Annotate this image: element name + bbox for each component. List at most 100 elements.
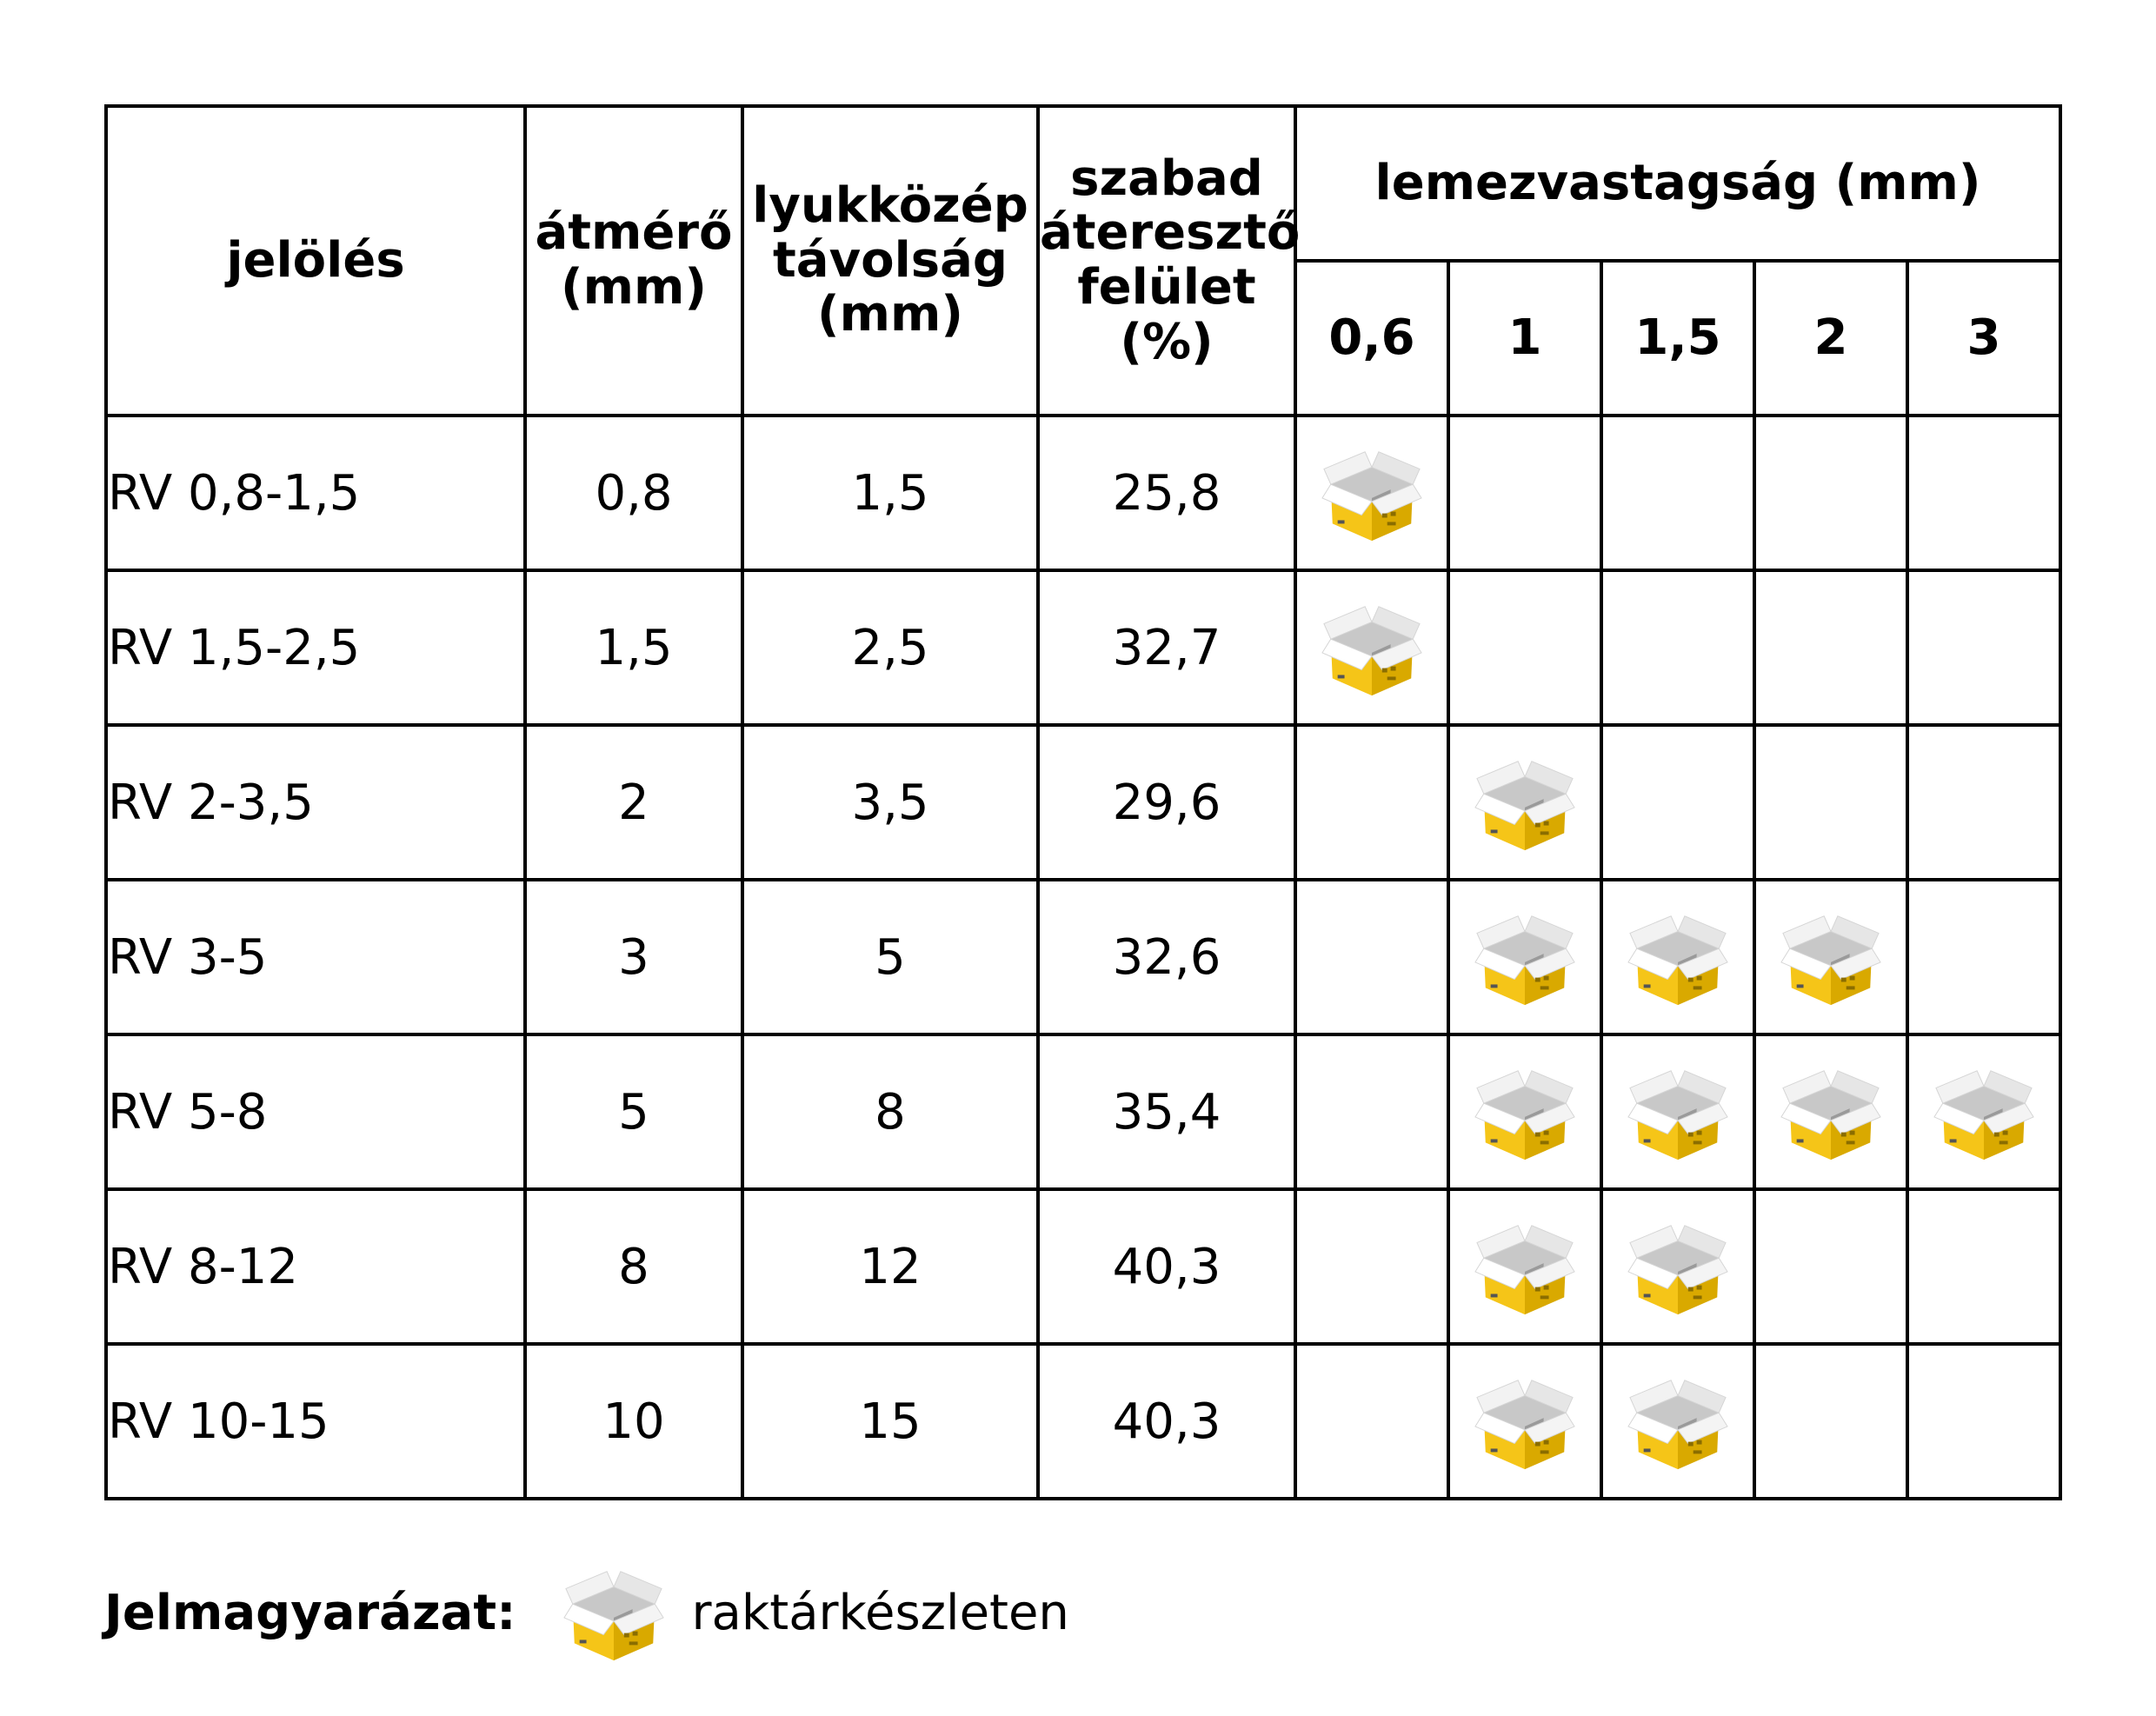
stock-cell: [1753, 878, 1909, 1036]
row-designation: RV 3-5: [104, 878, 527, 1036]
header-thickness-2: 2: [1753, 259, 1909, 417]
open-box-icon: [1627, 1380, 1728, 1470]
row-open-area: 29,6: [1036, 723, 1297, 881]
row-pitch: 2,5: [741, 569, 1040, 727]
stock-cell: [1294, 1187, 1450, 1346]
open-box-icon: [1627, 1070, 1728, 1161]
row-designation: RV 2-3,5: [104, 723, 527, 881]
stock-cell: [1294, 1033, 1450, 1191]
stock-cell: [1905, 878, 2063, 1036]
row-pitch: 12: [741, 1187, 1040, 1346]
row-designation: RV 8-12: [104, 1187, 527, 1346]
row-diameter: 2: [523, 723, 744, 881]
stock-cell: [1447, 723, 1603, 881]
header-open-area: szabad áteresztő felület (%): [1036, 104, 1300, 417]
table-row: RV 10-15 10 15 40,3: [104, 1342, 2063, 1500]
table-row: RV 1,5-2,5 1,5 2,5 32,7: [104, 569, 2063, 727]
header-thickness-1: 1: [1447, 259, 1603, 417]
row-diameter: 10: [523, 1342, 744, 1500]
stock-cell: [1905, 723, 2063, 881]
table-body: RV 0,8-1,5 0,8 1,5 25,8 RV 1,5-2,5 1,5 2,5 32,7…: [104, 414, 2063, 1500]
stock-cell: [1753, 1342, 1909, 1500]
open-box-icon: [1933, 1070, 2034, 1161]
row-designation: RV 0,8-1,5: [104, 414, 527, 572]
open-box-icon: [1627, 1225, 1728, 1315]
stock-cell: [1294, 414, 1450, 572]
stock-cell: [1600, 723, 1756, 881]
open-box-icon: [1321, 451, 1422, 542]
stock-cell: [1294, 1342, 1450, 1500]
stock-cell: [1600, 1342, 1756, 1500]
legend: Jelmagyarázat: raktárkészleten: [104, 1556, 1069, 1669]
open-box-icon: [1474, 1380, 1575, 1470]
stock-cell: [1447, 1187, 1603, 1346]
open-box-icon: [1627, 915, 1728, 1006]
stock-cell: [1905, 414, 2063, 572]
open-box-icon: [563, 1571, 665, 1661]
row-open-area: 32,6: [1036, 878, 1297, 1036]
stock-cell: [1600, 414, 1756, 572]
stock-cell: [1294, 723, 1450, 881]
row-diameter: 1,5: [523, 569, 744, 727]
row-diameter: 5: [523, 1033, 744, 1191]
row-open-area: 35,4: [1036, 1033, 1297, 1191]
table-row: RV 5-8 5 8 35,4: [104, 1033, 2063, 1191]
row-designation: RV 5-8: [104, 1033, 527, 1191]
row-pitch: 3,5: [741, 723, 1040, 881]
stock-cell: [1600, 1187, 1756, 1346]
row-open-area: 32,7: [1036, 569, 1297, 727]
stock-cell: [1753, 1187, 1909, 1346]
row-open-area: 40,3: [1036, 1342, 1297, 1500]
header-thickness-group: lemezvastagság (mm): [1293, 104, 2063, 263]
header-designation: jelölés: [104, 104, 527, 417]
stock-cell: [1447, 1342, 1603, 1500]
stock-cell: [1905, 569, 2063, 727]
stock-cell: [1600, 1033, 1756, 1191]
stock-cell: [1294, 878, 1450, 1036]
stock-cell: [1447, 1033, 1603, 1191]
stock-cell: [1753, 1033, 1909, 1191]
open-box-icon: [1780, 1070, 1881, 1161]
stock-cell: [1753, 723, 1909, 881]
row-open-area: 25,8: [1036, 414, 1297, 572]
legend-title: Jelmagyarázat:: [104, 1584, 516, 1641]
row-open-area: 40,3: [1036, 1187, 1297, 1346]
stock-cell: [1447, 569, 1603, 727]
table-row: RV 2-3,5 2 3,5 29,6: [104, 723, 2063, 881]
row-diameter: 8: [523, 1187, 744, 1346]
stock-cell: [1753, 414, 1909, 572]
row-pitch: 1,5: [741, 414, 1040, 572]
header-thickness-0-6: 0,6: [1294, 259, 1450, 417]
table-row: RV 3-5 3 5 32,6: [104, 878, 2063, 1036]
table-row: RV 8-12 8 12 40,3: [104, 1187, 2063, 1346]
stock-cell: [1600, 569, 1756, 727]
row-diameter: 0,8: [523, 414, 744, 572]
row-designation: RV 1,5-2,5: [104, 569, 527, 727]
row-pitch: 8: [741, 1033, 1040, 1191]
stock-cell: [1905, 1187, 2063, 1346]
row-designation: RV 10-15: [104, 1342, 527, 1500]
stock-cell: [1905, 1342, 2063, 1500]
open-box-icon: [1321, 606, 1422, 696]
header-diameter: átmérő (mm): [523, 104, 744, 417]
stock-cell: [1753, 569, 1909, 727]
header-thickness-1-5: 1,5: [1600, 259, 1756, 417]
header-thickness-3: 3: [1905, 259, 2063, 417]
stock-cell: [1294, 569, 1450, 727]
perforated-sheet-table: jelölés átmérő (mm) lyukközép távolság (…: [104, 104, 2063, 1500]
header-pitch: lyukközép távolság (mm): [741, 104, 1040, 417]
open-box-icon: [1474, 1225, 1575, 1315]
row-pitch: 5: [741, 878, 1040, 1036]
stock-cell: [1447, 878, 1603, 1036]
open-box-icon: [1474, 915, 1575, 1006]
table-row: RV 0,8-1,5 0,8 1,5 25,8: [104, 414, 2063, 572]
stock-cell: [1600, 878, 1756, 1036]
legend-text: raktárkészleten: [691, 1584, 1069, 1641]
stock-cell: [1905, 1033, 2063, 1191]
open-box-icon: [1780, 915, 1881, 1006]
stock-cell: [1447, 414, 1603, 572]
open-box-icon: [1474, 761, 1575, 851]
row-pitch: 15: [741, 1342, 1040, 1500]
open-box-icon: [1474, 1070, 1575, 1161]
row-diameter: 3: [523, 878, 744, 1036]
